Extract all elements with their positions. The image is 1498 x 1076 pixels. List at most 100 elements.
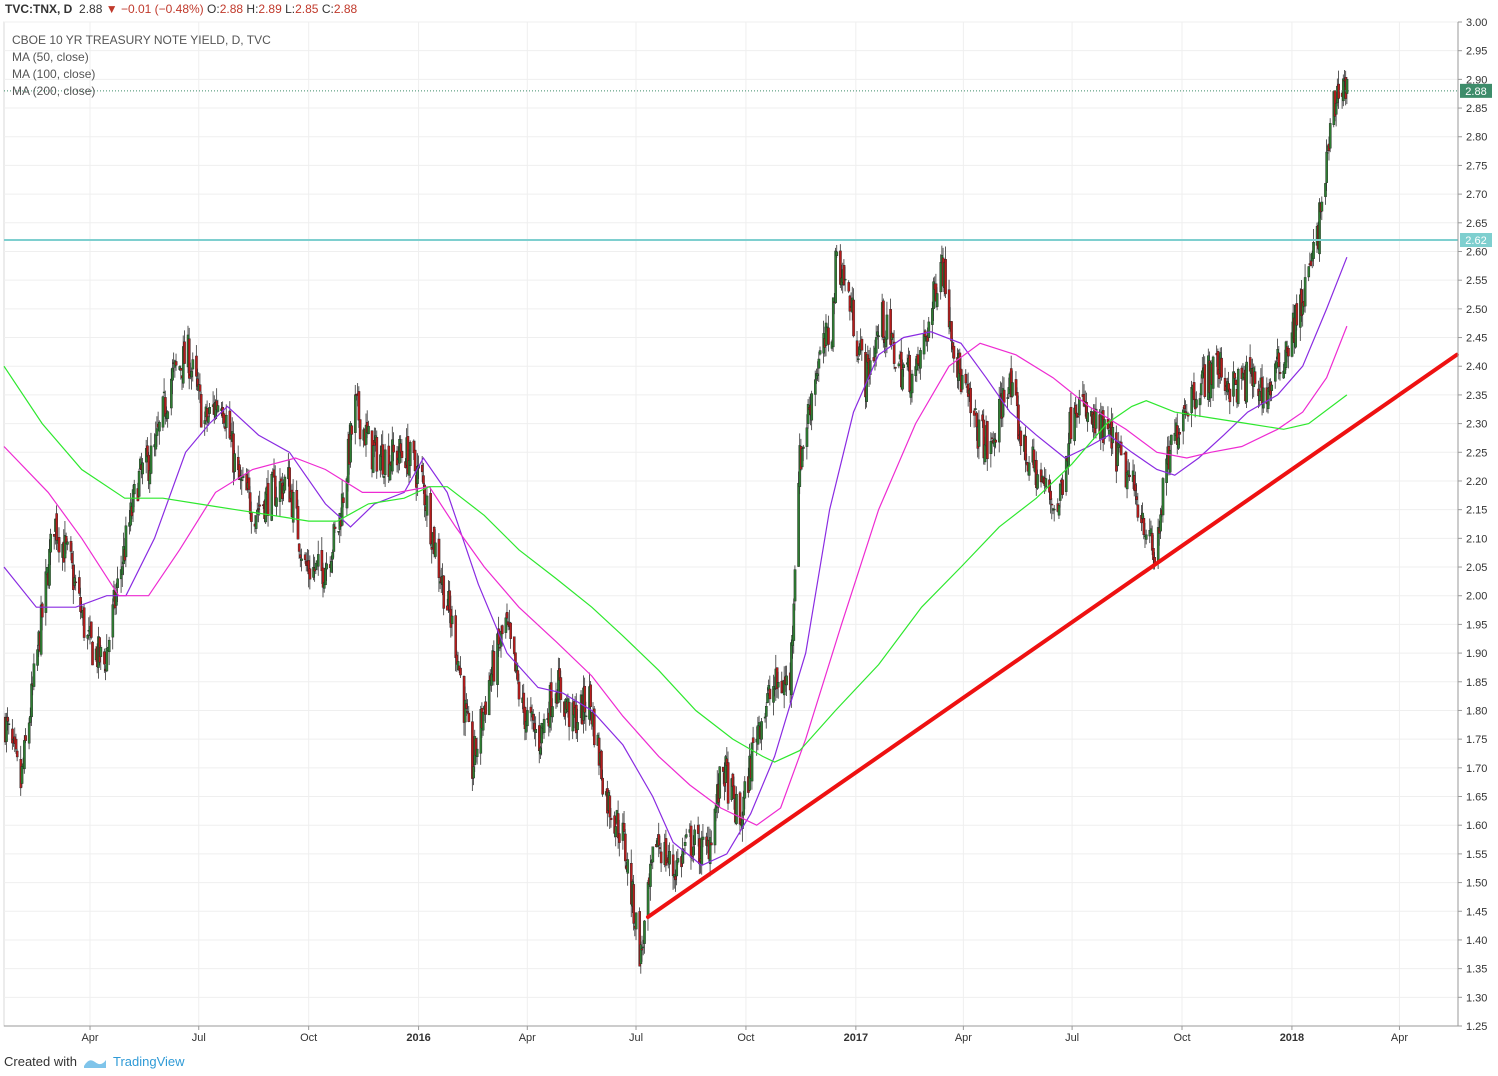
candle-body bbox=[308, 568, 312, 580]
candle-body bbox=[977, 419, 981, 447]
candle-body bbox=[765, 706, 768, 717]
candle-body bbox=[576, 722, 579, 731]
candle-body bbox=[526, 710, 529, 727]
candle-body bbox=[74, 581, 78, 584]
y-tick-label: 2.15 bbox=[1466, 505, 1487, 517]
candle-body bbox=[36, 649, 39, 666]
candle-body bbox=[342, 497, 345, 503]
legend-ma50[interactable]: MA (50, close) bbox=[12, 50, 89, 64]
candle-body bbox=[974, 408, 977, 410]
legend-ma100[interactable]: MA (100, close) bbox=[12, 67, 96, 81]
y-tick-label: 1.40 bbox=[1466, 935, 1487, 947]
candle-body bbox=[1312, 242, 1315, 259]
candle-body bbox=[450, 615, 454, 625]
candle-body bbox=[1057, 504, 1061, 516]
candle-body bbox=[1050, 503, 1054, 506]
candle-body bbox=[986, 421, 989, 460]
candle-body bbox=[78, 577, 81, 594]
last-price-label: 2.88 bbox=[1465, 86, 1486, 98]
y-tick-label: 1.90 bbox=[1466, 648, 1487, 660]
candle-body bbox=[207, 416, 210, 423]
candle-body bbox=[291, 491, 295, 523]
candle-body bbox=[349, 423, 352, 463]
high-label: H: bbox=[246, 2, 259, 16]
legend-ma200[interactable]: MA (200, close) bbox=[12, 84, 96, 98]
open-value: 2.88 bbox=[219, 2, 244, 16]
candle-body bbox=[133, 484, 136, 495]
candle-body bbox=[1275, 361, 1278, 369]
candle-body bbox=[367, 425, 370, 435]
candle-body bbox=[843, 278, 847, 281]
candle-body bbox=[300, 558, 303, 561]
candle-body bbox=[1027, 462, 1031, 476]
candle-body bbox=[659, 851, 663, 864]
candle-body bbox=[413, 449, 417, 472]
candle-body bbox=[1086, 412, 1090, 423]
candle-body bbox=[288, 467, 291, 503]
candle-body bbox=[969, 387, 972, 414]
candle-body bbox=[643, 920, 646, 944]
candle-body bbox=[258, 504, 262, 507]
x-tick-label: Jul bbox=[1065, 1032, 1079, 1044]
x-tick-label: Apr bbox=[519, 1032, 536, 1044]
price-change: −0.01 (−0.48%) bbox=[120, 2, 204, 16]
candle-body bbox=[492, 651, 496, 682]
candle-body bbox=[191, 359, 195, 370]
candle-body bbox=[422, 475, 425, 484]
candle-body bbox=[90, 621, 93, 638]
y-tick-label: 2.20 bbox=[1466, 476, 1487, 488]
y-tick-label: 2.10 bbox=[1466, 533, 1487, 545]
candle-body bbox=[601, 777, 604, 795]
candle-body bbox=[1303, 277, 1307, 307]
candle-body bbox=[400, 450, 404, 458]
candle-body bbox=[283, 476, 287, 491]
candle-body bbox=[1161, 478, 1165, 516]
candle-body bbox=[254, 515, 258, 529]
tradingview-link[interactable]: TradingView bbox=[112, 1054, 185, 1069]
candle-body bbox=[551, 706, 554, 718]
candle-body bbox=[107, 639, 111, 653]
candle-body bbox=[805, 427, 809, 447]
symbol-header: TVC:TNX, D 2.88 ▼ −0.01 (−0.48%) O:2.88 … bbox=[0, 0, 1498, 20]
y-tick-label: 1.30 bbox=[1466, 992, 1487, 1004]
x-tick-label: Oct bbox=[1173, 1032, 1190, 1044]
ma50-line bbox=[3, 256, 1348, 867]
candle-body bbox=[726, 762, 730, 804]
candle-body bbox=[919, 350, 922, 369]
candle-body bbox=[481, 712, 485, 731]
close-label: C: bbox=[321, 2, 334, 16]
candle-body bbox=[225, 414, 228, 428]
candle-body bbox=[467, 712, 471, 722]
candle-body bbox=[437, 538, 441, 579]
candle-body bbox=[835, 251, 839, 256]
candle-body bbox=[57, 537, 61, 553]
y-tick-label: 2.75 bbox=[1466, 160, 1487, 172]
x-tick-label: Oct bbox=[300, 1032, 317, 1044]
candle-body bbox=[99, 647, 103, 657]
candle-body bbox=[333, 526, 337, 529]
candle-body bbox=[624, 833, 627, 862]
candle-body bbox=[425, 495, 429, 516]
candle-body bbox=[1017, 404, 1020, 440]
candle-body bbox=[632, 884, 636, 924]
candle-body bbox=[622, 823, 626, 832]
candle-body bbox=[183, 341, 186, 364]
candle-body bbox=[608, 795, 612, 818]
candle-body bbox=[638, 911, 642, 967]
last-price-value: 2.88 bbox=[79, 2, 103, 16]
candle-body bbox=[103, 651, 106, 665]
candle-body bbox=[939, 262, 943, 293]
candle-body bbox=[583, 685, 587, 713]
candle-body bbox=[44, 571, 48, 613]
candle-body bbox=[902, 364, 906, 368]
candle-body bbox=[1320, 201, 1324, 212]
footer: Created with TradingView bbox=[4, 1054, 185, 1069]
candle-body bbox=[1116, 442, 1119, 467]
candle-body bbox=[275, 497, 278, 507]
y-tick-label: 1.85 bbox=[1466, 677, 1487, 689]
candle-body bbox=[614, 826, 618, 837]
candle-body bbox=[589, 684, 593, 707]
y-tick-label: 2.60 bbox=[1466, 246, 1487, 258]
candle-body bbox=[381, 444, 385, 475]
